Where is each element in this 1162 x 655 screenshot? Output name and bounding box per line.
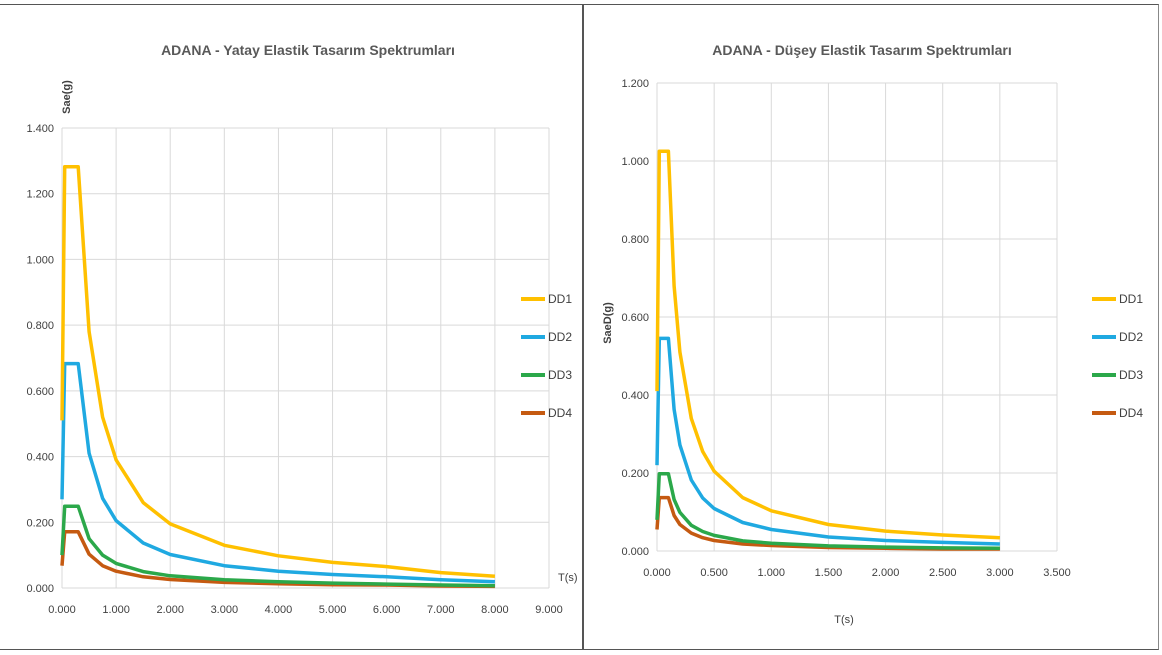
x-tick-label: 0.500: [700, 567, 728, 579]
y-tick-label: 0.400: [26, 452, 54, 464]
legend-label-dd2: DD2: [1119, 330, 1143, 344]
x-tick-label: 3.500: [1043, 567, 1071, 579]
x-tick-label: 4.000: [265, 604, 293, 616]
series-line-dd1: [655, 149, 1000, 540]
x-axis-ticks: 0.000 1.000 2.000 3.000 4.000 5.000 6.000 7.000…: [48, 604, 563, 616]
grid: [656, 82, 1058, 552]
x-tick-label: 1.500: [815, 567, 843, 579]
x-tick-label: 8.000: [481, 604, 509, 616]
y-tick-label: 1.400: [26, 123, 54, 135]
series-lines: [60, 165, 496, 589]
legend-label-dd2: DD2: [548, 330, 572, 344]
y-axis-label: SaeD(g): [602, 302, 614, 344]
x-tick-label: 0.000: [48, 604, 76, 616]
y-axis-ticks: 0.000 0.200 0.400 0.600 0.800 1.000 1.200: [621, 78, 649, 558]
x-tick-label: 1.000: [758, 567, 786, 579]
x-tick-label: 2.000: [872, 567, 900, 579]
horizontal-spectrum-chart: ADANA - Yatay Elastik Tasarım Spektrumla…: [26, 42, 578, 616]
y-tick-label: 1.000: [26, 254, 54, 266]
y-axis-ticks: 0.000 0.200 0.400 0.600 0.800 1.000 1.200 1.400: [26, 123, 54, 595]
x-axis-label: T(s): [558, 572, 578, 584]
y-tick-label: 1.200: [621, 78, 649, 90]
series-line-dd2: [655, 336, 1000, 546]
chart-title: ADANA - Düşey Elastik Tasarım Spektrumla…: [712, 42, 1012, 58]
x-tick-label: 0.000: [643, 567, 671, 579]
y-tick-label: 0.600: [621, 312, 649, 324]
x-tick-label: 3.000: [986, 567, 1014, 579]
x-tick-label: 5.000: [319, 604, 347, 616]
legend-label-dd4: DD4: [548, 406, 572, 420]
chart-title: ADANA - Yatay Elastik Tasarım Spektrumla…: [161, 42, 455, 58]
y-tick-label: 1.000: [621, 156, 649, 168]
series-line-dd3: [60, 504, 495, 588]
y-tick-label: 0.800: [26, 320, 54, 332]
legend-label-dd1: DD1: [1119, 292, 1143, 306]
legend-label-dd3: DD3: [1119, 368, 1143, 382]
legend: DD1 DD2 DD3 DD4: [521, 292, 572, 420]
horizontal-spectrum-chart-panel: ADANA - Yatay Elastik Tasarım Spektrumla…: [0, 4, 583, 650]
x-axis-label: T(s): [834, 614, 854, 626]
y-tick-label: 0.200: [621, 468, 649, 480]
x-tick-label: 1.000: [102, 604, 130, 616]
x-tick-label: 2.000: [156, 604, 184, 616]
y-tick-label: 0.400: [621, 390, 649, 402]
y-tick-label: 0.000: [26, 583, 54, 595]
y-tick-label: 0.200: [26, 517, 54, 529]
y-tick-label: 1.200: [26, 189, 54, 201]
series-lines: [655, 149, 1000, 551]
y-tick-label: 0.800: [621, 234, 649, 246]
y-axis-label: Sae(g): [61, 80, 73, 114]
legend-label-dd3: DD3: [548, 368, 572, 382]
x-tick-label: 3.000: [211, 604, 239, 616]
vertical-spectrum-chart-panel: ADANA - Düşey Elastik Tasarım Spektrumla…: [583, 4, 1159, 650]
x-tick-label: 7.000: [427, 604, 455, 616]
y-tick-label: 0.600: [26, 386, 54, 398]
legend-label-dd1: DD1: [548, 292, 572, 306]
series-line-dd2: [60, 361, 495, 584]
x-axis-ticks: 0.000 0.500 1.000 1.500 2.000 2.500 3.000 3.500: [643, 567, 1071, 579]
y-tick-label: 0.000: [621, 546, 649, 558]
legend: DD1 DD2 DD3 DD4: [1092, 292, 1143, 420]
vertical-spectrum-chart: ADANA - Düşey Elastik Tasarım Spektrumla…: [602, 42, 1143, 626]
grid: [61, 127, 550, 589]
series-line-dd3: [655, 472, 1000, 551]
legend-label-dd4: DD4: [1119, 406, 1143, 420]
x-tick-label: 6.000: [373, 604, 401, 616]
series-line-dd1: [60, 165, 496, 578]
x-tick-label: 9.000: [535, 604, 563, 616]
x-tick-label: 2.500: [929, 567, 957, 579]
